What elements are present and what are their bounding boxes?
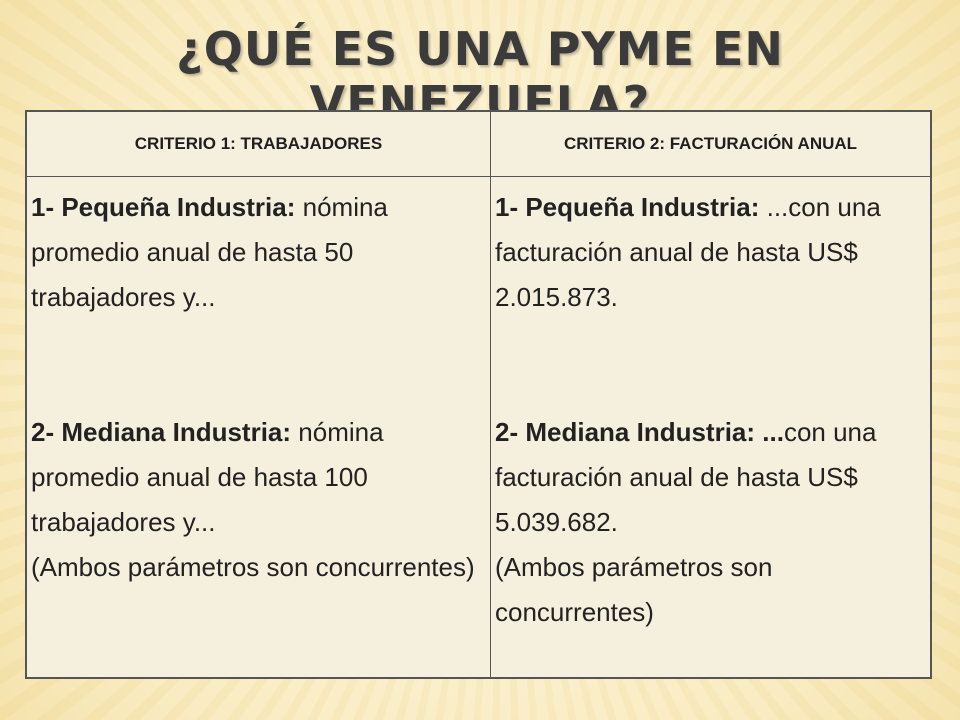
- pequena-industria-trabajadores: 1- Pequeña Industria: nómina promedio an…: [31, 185, 486, 320]
- item-label: 1- Pequeña Industria:: [495, 192, 760, 222]
- header-criterio-2: CRITERIO 2: FACTURACIÓN ANUAL: [490, 111, 931, 177]
- item-label: 2- Mediana Industria:: [31, 417, 292, 447]
- criteria-table: CRITERIO 1: TRABAJADORES CRITERIO 2: FAC…: [25, 110, 932, 679]
- cell-trabajadores: 1- Pequeña Industria: nómina promedio an…: [26, 176, 491, 678]
- table-header-row: CRITERIO 1: TRABAJADORES CRITERIO 2: FAC…: [26, 111, 931, 177]
- concurrent-note: (Ambos parámetros son concurrentes): [31, 552, 475, 582]
- item-text: ...con una facturación anual de hasta US…: [495, 192, 881, 312]
- item-label: 2- Mediana Industria: ...: [495, 417, 784, 447]
- mediana-industria-facturacion: 2- Mediana Industria: ...con una factura…: [495, 410, 926, 545]
- item-label: 1- Pequeña Industria:: [31, 192, 296, 222]
- mediana-industria-trabajadores: 2- Mediana Industria: nómina promedio an…: [31, 410, 486, 545]
- item-text: nómina promedio anual de hasta 50 trabaj…: [31, 192, 388, 312]
- header-criterio-1: CRITERIO 1: TRABAJADORES: [26, 111, 491, 177]
- item-text: nómina promedio anual de hasta 100 traba…: [31, 417, 384, 537]
- item-text: con una facturación anual de hasta US$ 5…: [495, 417, 877, 537]
- concurrent-note: (Ambos parámetros son concurrentes): [495, 552, 773, 627]
- cell-facturacion: 1- Pequeña Industria: ...con una factura…: [490, 176, 931, 678]
- table-row: 1- Pequeña Industria: nómina promedio an…: [26, 176, 931, 678]
- pequena-industria-facturacion: 1- Pequeña Industria: ...con una factura…: [495, 185, 926, 320]
